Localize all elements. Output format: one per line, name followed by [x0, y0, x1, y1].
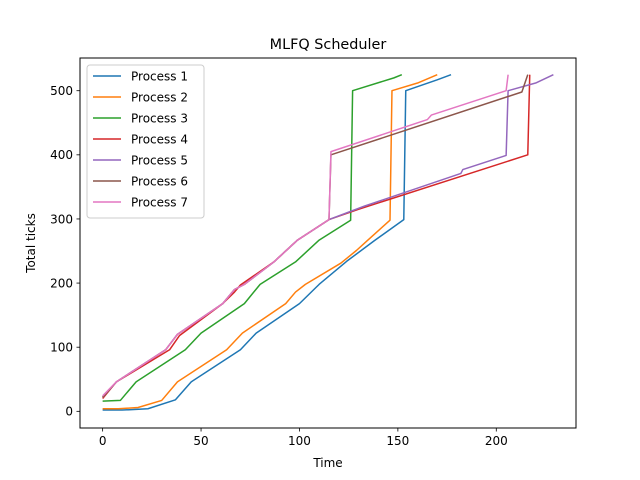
y-tick-label: 500 [50, 84, 73, 98]
y-tick-label: 400 [50, 148, 73, 162]
legend-label: Process 2 [131, 91, 188, 105]
y-tick-label: 300 [50, 212, 73, 226]
legend-label: Process 7 [131, 196, 188, 210]
y-tick-label: 100 [50, 341, 73, 355]
legend-label: Process 3 [131, 112, 188, 126]
series-line-process-4 [102, 74, 531, 399]
legend: Process 1 Process 2 Process 3 Process 4 Proc… [86, 64, 205, 219]
legend-box [86, 64, 205, 219]
plot-lines [102, 73, 554, 411]
y-axis-label: Total ticks [24, 213, 38, 274]
x-tick-label: 50 [193, 434, 208, 448]
y-tick-label: 200 [50, 276, 73, 290]
x-ticks: 0 50 100 150 200 [99, 428, 508, 448]
x-tick-label: 150 [386, 434, 409, 448]
x-tick-label: 100 [288, 434, 311, 448]
series-line-process-3 [102, 73, 403, 402]
x-tick-label: 0 [99, 434, 107, 448]
legend-label: Process 4 [131, 133, 188, 147]
series-line-process-7 [102, 74, 509, 397]
x-tick-label: 200 [485, 434, 508, 448]
plot-frame [79, 57, 577, 429]
series-line-process-2 [102, 73, 438, 410]
x-axis-label: Time [312, 456, 342, 470]
y-tick-label: 0 [65, 405, 73, 419]
y-ticks: 0 100 200 300 400 500 [50, 84, 80, 419]
legend-label: Process 1 [131, 70, 188, 84]
chart-title: MLFQ Scheduler [270, 37, 387, 53]
legend-label: Process 6 [131, 175, 188, 189]
series-line-process-1 [102, 73, 452, 411]
legend-label: Process 5 [131, 154, 188, 168]
